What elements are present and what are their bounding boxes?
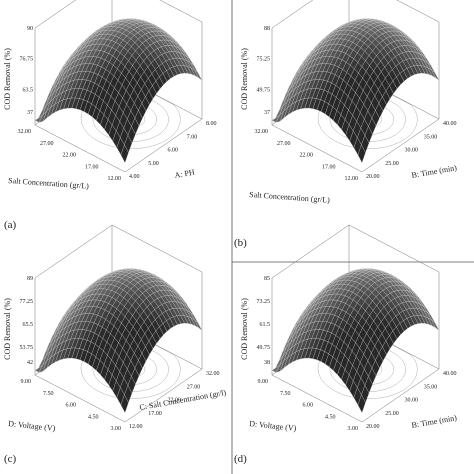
left-tick-label: 27.00 xyxy=(40,141,54,147)
panel: 90 76.75 63.5 37 COD Removal (%) 32.00 27.00 22… xyxy=(3,0,217,191)
panel-letter: (a) xyxy=(4,219,17,231)
left-tick-label: 22.00 xyxy=(300,153,314,159)
left-tick-label: 22.00 xyxy=(63,153,77,159)
z-tick-label: 85 xyxy=(264,276,270,282)
axis-box xyxy=(271,374,363,423)
right-axis-label: C: Salt Concentration (gr/l) xyxy=(139,388,227,412)
left-tick-label: 3.00 xyxy=(111,426,122,432)
left-tick-label: 3.00 xyxy=(348,426,359,432)
z-axis-label: COD Removal (%) xyxy=(240,298,249,360)
left-axis-label: Salt Concentration (gr/L) xyxy=(8,176,90,191)
surface-cell xyxy=(357,394,366,414)
right-tick-label: 32.00 xyxy=(206,371,220,377)
left-tick-label: 17.00 xyxy=(322,164,336,170)
panel-letter: (d) xyxy=(234,453,247,465)
axis-box xyxy=(111,224,203,273)
right-tick-label: 40.00 xyxy=(443,121,457,127)
right-tick-label: 6.00 xyxy=(168,148,179,154)
left-tick-label: 7.50 xyxy=(43,391,54,397)
axis-box xyxy=(361,368,440,423)
axis-box xyxy=(124,368,203,423)
surface-cell xyxy=(120,394,129,414)
left-tick-label: 12.00 xyxy=(345,176,359,182)
right-tick-label: 35.00 xyxy=(424,384,438,390)
z-tick-label: 88 xyxy=(264,26,270,32)
surface-cell xyxy=(120,144,129,164)
left-axis-label: D: Voltage (V) xyxy=(8,419,56,433)
right-tick-label: 20.00 xyxy=(366,174,380,180)
right-tick-label: 35.00 xyxy=(424,134,438,140)
right-tick-label: 25.00 xyxy=(385,411,399,417)
right-tick-label: 17.00 xyxy=(148,411,162,417)
z-tick-label: 63.5 xyxy=(23,87,34,93)
right-axis-label: B: Time (min) xyxy=(411,413,458,430)
left-tick-label: 6.00 xyxy=(303,403,314,409)
right-tick-label: 25.00 xyxy=(385,161,399,167)
left-tick-label: 9.00 xyxy=(258,379,269,385)
z-tick-label: 49.75 xyxy=(257,345,271,351)
left-tick-label: 32.00 xyxy=(255,129,269,135)
z-tick-label: 37 xyxy=(264,110,270,116)
z-tick-label: 73.25 xyxy=(257,299,271,305)
surface-cell xyxy=(357,144,366,164)
right-tick-label: 7.00 xyxy=(187,134,198,140)
z-tick-label: 77.25 xyxy=(20,299,34,305)
left-tick-label: 4.50 xyxy=(325,414,336,420)
z-tick-label: 65.5 xyxy=(23,322,34,328)
left-tick-label: 32.00 xyxy=(18,129,32,135)
z-tick-label: 37 xyxy=(27,110,33,116)
left-axis-label: D: Voltage (V) xyxy=(249,419,297,433)
left-tick-label: 12.00 xyxy=(108,176,122,182)
axis-box xyxy=(34,124,126,173)
right-tick-label: 27.00 xyxy=(187,384,201,390)
right-tick-label: 5.00 xyxy=(148,161,159,167)
axis-box xyxy=(271,124,363,173)
right-tick-label: 30.00 xyxy=(405,398,419,404)
left-tick-label: 9.00 xyxy=(21,379,32,385)
z-axis-label: COD Removal (%) xyxy=(3,298,12,360)
panel-letter: (c) xyxy=(4,453,17,465)
left-axis-label: Salt Concentration (gr/L) xyxy=(249,190,331,205)
right-tick-label: 20.00 xyxy=(366,424,380,430)
right-tick-label: 8.00 xyxy=(206,121,217,127)
left-tick-label: 27.00 xyxy=(277,141,291,147)
z-tick-label: 90 xyxy=(27,26,33,32)
z-axis-label: COD Removal (%) xyxy=(240,48,249,110)
panel: 85 73.25 61.5 49.75 38 COD Removal (%) 9.00 7.5… xyxy=(240,224,458,433)
panel: 89 77.25 65.5 53.75 42 COD Removal (%) 9.00 7.5… xyxy=(3,224,227,433)
panel: 88 75.25 49.75 37 COD Removal (%) 32.00 27.00 2… xyxy=(240,0,458,205)
z-tick-label: 61.5 xyxy=(260,322,271,328)
z-tick-label: 75.25 xyxy=(257,57,271,63)
left-tick-label: 6.00 xyxy=(66,403,77,409)
axis-box xyxy=(271,0,314,29)
panel-letter: (b) xyxy=(234,237,247,249)
right-tick-label: 4.00 xyxy=(129,174,140,180)
z-axis-label: COD Removal (%) xyxy=(3,48,12,110)
axis-box xyxy=(348,224,440,273)
right-tick-label: 40.00 xyxy=(443,371,457,377)
right-tick-label: 30.00 xyxy=(405,148,419,154)
axis-box xyxy=(271,224,350,279)
right-axis-label: A: PH xyxy=(174,168,196,180)
right-tick-label: 12.00 xyxy=(129,424,143,430)
z-tick-label: 38 xyxy=(264,360,270,366)
z-tick-label: 49.75 xyxy=(257,87,271,93)
axis-box xyxy=(34,224,113,279)
left-tick-label: 4.50 xyxy=(88,414,99,420)
z-tick-label: 53.75 xyxy=(20,345,34,351)
right-axis-label: B: Time (min) xyxy=(411,163,458,180)
z-tick-label: 42 xyxy=(27,360,33,366)
axis-box xyxy=(396,0,440,23)
axis-box xyxy=(159,0,203,23)
z-tick-label: 89 xyxy=(27,276,33,282)
axis-box xyxy=(361,118,440,173)
z-tick-label: 76.75 xyxy=(20,57,34,63)
axis-box xyxy=(34,374,126,423)
left-tick-label: 17.00 xyxy=(85,164,99,170)
axis-box xyxy=(124,118,203,173)
right-tick-label: 22.00 xyxy=(168,398,182,404)
axis-box xyxy=(34,0,77,29)
left-tick-label: 7.50 xyxy=(280,391,291,397)
